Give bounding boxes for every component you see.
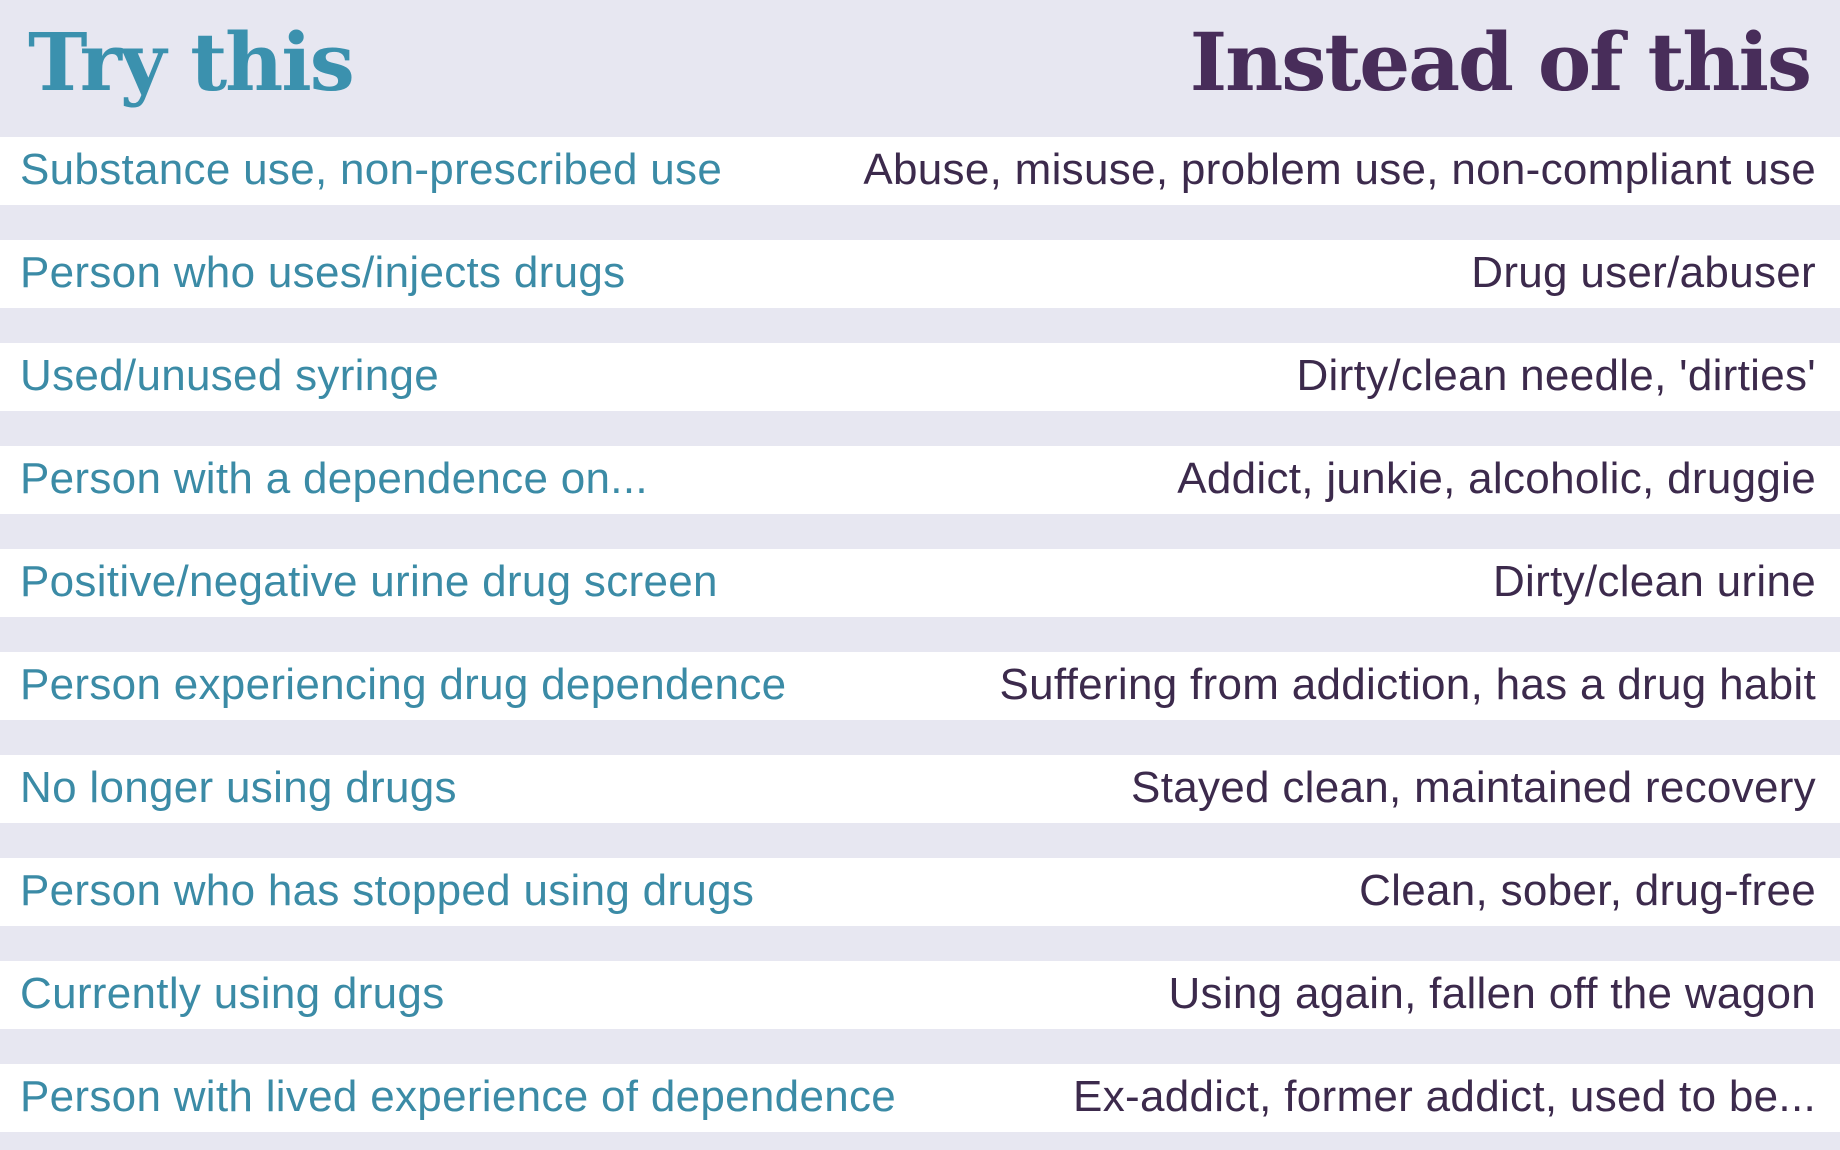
table-row: No longer using drugs Stayed clean, main… — [0, 755, 1840, 823]
table-row: Used/unused syringe Dirty/clean needle, … — [0, 343, 1840, 411]
try-this-phrase: Person who uses/injects drugs — [20, 248, 626, 297]
try-this-phrase: Person with lived experience of dependen… — [20, 1072, 897, 1121]
table-row: Person with lived experience of dependen… — [0, 1064, 1840, 1132]
try-this-phrase: Person experiencing drug dependence — [20, 660, 787, 709]
table-row: Currently using drugs Using again, falle… — [0, 961, 1840, 1029]
instead-of-this-phrase: Dirty/clean needle, 'dirties' — [1296, 351, 1816, 400]
try-this-phrase: Person who has stopped using drugs — [20, 866, 755, 915]
instead-of-this-phrase: Suffering from addiction, has a drug hab… — [999, 660, 1816, 709]
instead-of-this-phrase: Stayed clean, maintained recovery — [1131, 763, 1816, 812]
try-this-phrase: Substance use, non-prescribed use — [20, 145, 723, 194]
instead-of-this-phrase: Clean, sober, drug-free — [1359, 866, 1816, 915]
table-row: Person with a dependence on... Addict, j… — [0, 446, 1840, 514]
instead-of-this-phrase: Using again, fallen off the wagon — [1168, 969, 1816, 1018]
instead-of-this-phrase: Abuse, misuse, problem use, non-complian… — [863, 145, 1816, 194]
table-row: Person experiencing drug dependence Suff… — [0, 652, 1840, 720]
try-this-phrase: Person with a dependence on... — [20, 454, 648, 503]
table-header: Try this Instead of this — [0, 0, 1840, 137]
instead-of-this-phrase: Dirty/clean urine — [1492, 557, 1816, 606]
try-this-phrase: Currently using drugs — [20, 969, 445, 1018]
try-this-phrase: No longer using drugs — [20, 763, 457, 812]
table-row: Person who has stopped using drugs Clean… — [0, 858, 1840, 926]
instead-of-this-phrase: Addict, junkie, alcoholic, druggie — [1177, 454, 1816, 503]
try-this-phrase: Used/unused syringe — [20, 351, 440, 400]
instead-of-this-phrase: Drug user/abuser — [1471, 248, 1816, 297]
table-row: Person who uses/injects drugs Drug user/… — [0, 240, 1840, 308]
instead-of-this-heading: Instead of this — [1189, 15, 1812, 109]
table-row: Positive/negative urine drug screen Dirt… — [0, 549, 1840, 617]
table-row: Substance use, non-prescribed use Abuse,… — [0, 137, 1840, 205]
try-this-heading: Try this — [28, 15, 355, 109]
instead-of-this-phrase: Ex-addict, former addict, used to be... — [1073, 1072, 1816, 1121]
try-this-phrase: Positive/negative urine drug screen — [20, 557, 718, 606]
